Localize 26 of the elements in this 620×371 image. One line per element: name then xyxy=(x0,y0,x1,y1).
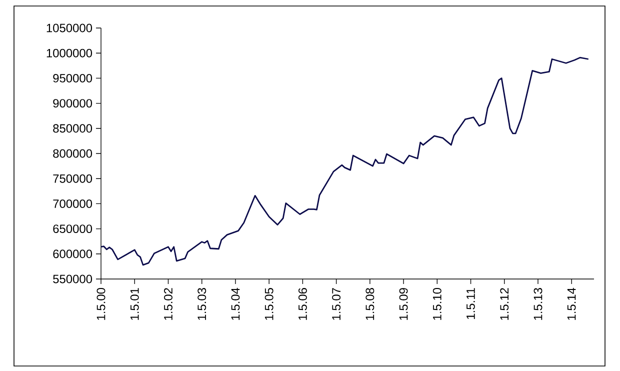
y-tick-label: 950000 xyxy=(53,74,92,82)
x-tick-label: 1.5.01 xyxy=(130,288,139,320)
y-tick-label: 550000 xyxy=(53,274,92,284)
x-tick-label: 1.5.04 xyxy=(231,288,240,320)
y-tick-label: 900000 xyxy=(53,99,92,108)
x-tick-label: 1.5.14 xyxy=(567,288,576,320)
x-tick-label: 1.5.07 xyxy=(332,288,341,320)
x-tick-label: 1.5.03 xyxy=(198,288,206,320)
x-tick-label: 1.5.13 xyxy=(534,288,542,320)
y-tick-label: 800000 xyxy=(53,149,92,158)
y-tick-label: 700000 xyxy=(53,199,92,208)
x-tick-label: 1.5.11 xyxy=(466,288,475,319)
y-tick-label: 750000 xyxy=(53,174,92,183)
x-tick-label: 1.5.10 xyxy=(432,288,442,320)
x-tick-label: 1.5.02 xyxy=(164,288,172,320)
x-tick-label: 1.5.08 xyxy=(366,288,374,320)
x-tick-label: 1.5.06 xyxy=(298,288,307,320)
x-tick-label: 1.5.09 xyxy=(399,288,408,320)
y-tick-label: 650000 xyxy=(53,224,92,234)
y-tick-label: 1050000 xyxy=(46,24,92,32)
x-tick-label: 1.5.05 xyxy=(264,288,274,320)
y-tick-label: 850000 xyxy=(53,124,92,133)
x-tick-label: 1.5.00 xyxy=(96,288,106,320)
y-tick-label: 600000 xyxy=(53,250,92,258)
y-tick-label: 1000000 xyxy=(46,48,92,58)
x-tick-label: 1.5.12 xyxy=(500,288,509,320)
